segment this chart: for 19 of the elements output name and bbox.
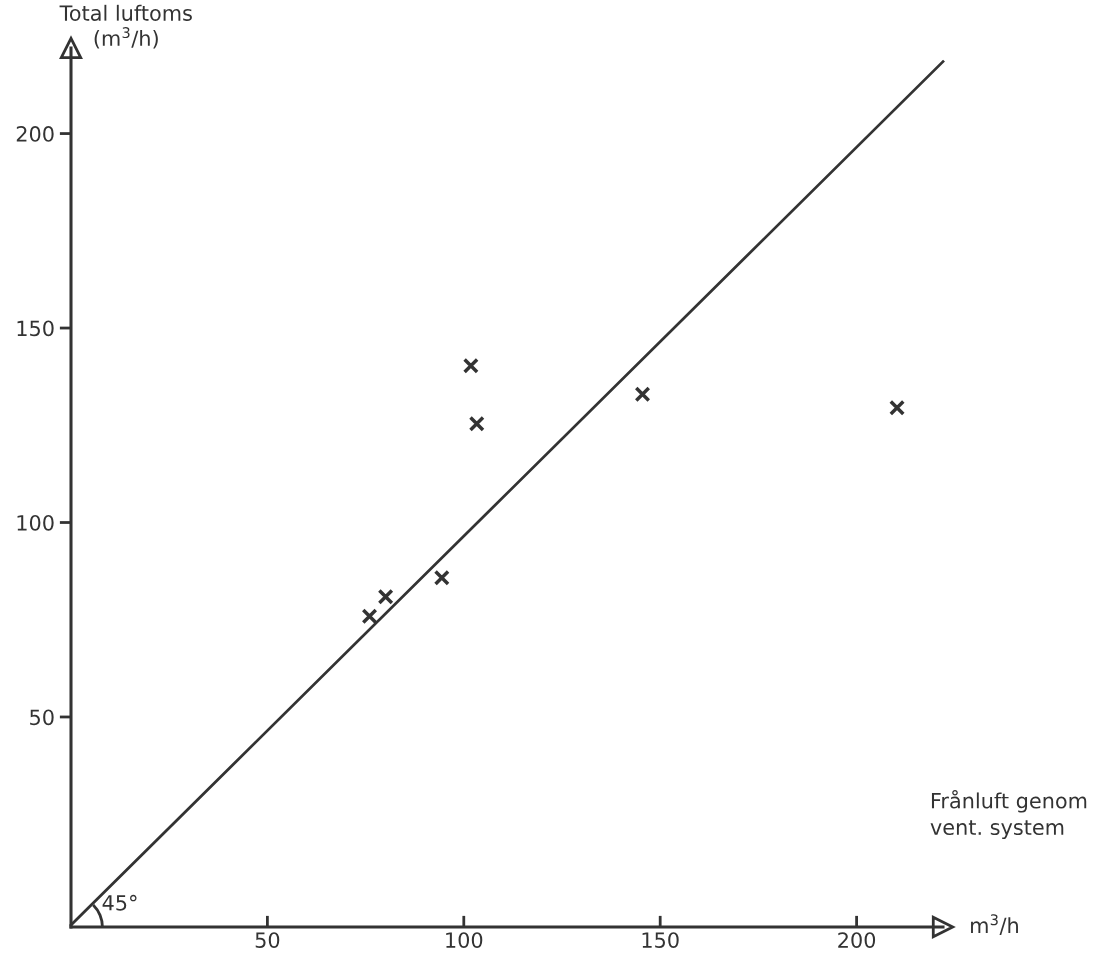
point — [433, 569, 450, 586]
point — [468, 415, 485, 432]
x2-axis-title: m$^{3}$/h — [971, 914, 1018, 935]
y-tick-label: 50 — [30, 709, 54, 726]
point — [634, 386, 651, 403]
point — [889, 399, 906, 416]
y-axis-title: Total luftoms (m$^{3}$/h) — [59, 4, 192, 49]
x-tick-label: 150 — [642, 932, 679, 948]
y-tick-label: 100 — [17, 514, 54, 531]
x-tick-label: 200 — [838, 932, 876, 948]
point — [462, 357, 479, 374]
point — [377, 588, 394, 605]
y-tick-label: 200 — [16, 126, 54, 142]
x-axis-title: Frånluft genom vent. system — [930, 789, 1087, 840]
point — [361, 608, 378, 625]
y-tick-label: 150 — [17, 320, 54, 337]
x-tick-label: 100 — [446, 932, 483, 948]
x-tick-label: 50 — [255, 932, 280, 948]
annotation: 45° — [102, 894, 137, 911]
